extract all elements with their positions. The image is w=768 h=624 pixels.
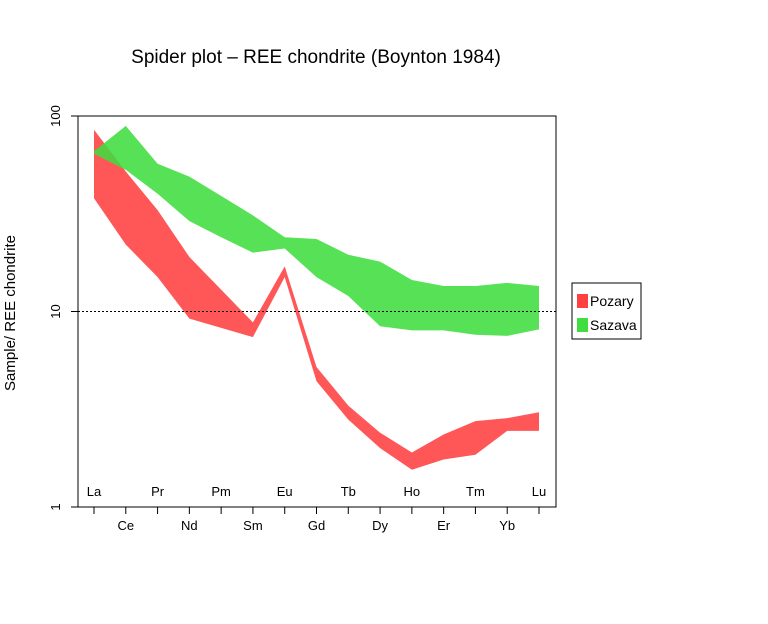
x-tick-label: Er (437, 518, 451, 533)
y-axis-label: Sample/ REE chondrite (2, 235, 19, 391)
legend-swatch-pozary (577, 294, 588, 308)
x-axis: La Pr Pm Eu Tb Ho Tm Lu Ce Nd Sm Gd Dy Er Yb (87, 484, 546, 533)
x-tick-label: Ho (404, 484, 421, 499)
legend-swatch-sazava (577, 318, 588, 332)
x-tick-label: Tm (466, 484, 485, 499)
x-tick-label: Pm (211, 484, 231, 499)
x-tick-label: Ce (117, 518, 134, 533)
x-tick-label: Dy (372, 518, 388, 533)
x-tick-label: Tb (341, 484, 356, 499)
x-tick-label: Gd (308, 518, 325, 533)
legend: Pozary Sazava (571, 282, 642, 340)
legend-label-pozary: Pozary (590, 293, 634, 309)
legend-label-sazava: Sazava (590, 317, 637, 333)
x-tick-label: Yb (499, 518, 515, 533)
x-tick-label: Eu (277, 484, 293, 499)
series-band-pozary (94, 129, 539, 470)
y-axis: 1 10 100 (48, 105, 78, 511)
x-tick-label: Sm (243, 518, 263, 533)
series-band-sazava (94, 125, 539, 336)
series-bands (94, 125, 539, 470)
y-tick-label: 10 (48, 304, 63, 318)
x-tick-label: La (87, 484, 102, 499)
x-tick-label: Pr (151, 484, 165, 499)
x-tick-label: Lu (532, 484, 546, 499)
y-tick-label: 100 (48, 105, 63, 127)
y-tick-label: 1 (48, 503, 63, 510)
x-tick-label: Nd (181, 518, 198, 533)
chart-title: Spider plot – REE chondrite (Boynton 198… (131, 47, 501, 68)
